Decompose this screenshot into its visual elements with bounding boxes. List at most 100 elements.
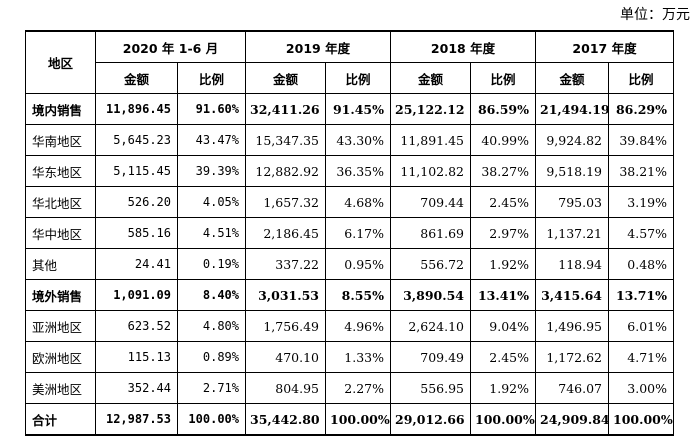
- amount-cell: 32,411.26: [245, 93, 326, 125]
- ratio-cell: 100.00%: [325, 403, 391, 436]
- amount-cell: 804.95: [245, 372, 326, 404]
- ratio-cell: 86.29%: [608, 93, 674, 125]
- amount-cell: 9,518.19: [535, 155, 609, 187]
- amount-cell: 11,102.82: [390, 155, 471, 187]
- amount-cell: 24,909.84: [535, 403, 609, 436]
- ratio-cell: 2.71%: [177, 372, 246, 404]
- table-row: 美洲地区 352.44 2.71% 804.95 2.27% 556.95 1.92% 746…: [25, 372, 674, 404]
- ratio-cell: 4.57%: [608, 217, 674, 249]
- amount-cell: 24.41: [95, 248, 178, 280]
- region-cell: 华中地区: [25, 217, 96, 249]
- header-period: 2019 年度: [245, 30, 391, 63]
- ratio-cell: 1.33%: [325, 341, 391, 373]
- table-row: 其他 24.41 0.19% 337.22 0.95% 556.72 1.92% 118.94…: [25, 248, 674, 280]
- ratio-cell: 100.00%: [470, 403, 536, 436]
- header-amount: 金额: [95, 62, 178, 94]
- ratio-cell: 86.59%: [470, 93, 536, 125]
- sales-by-region-table: 地区 2020 年 1-6 月 2019 年度 2018 年度 2017 年度 …: [25, 30, 674, 436]
- amount-cell: 3,890.54: [390, 279, 471, 311]
- header-ratio: 比例: [470, 62, 536, 94]
- ratio-cell: 39.39%: [177, 155, 246, 187]
- table-row: 合计 12,987.53 100.00% 35,442.80 100.00% 29,012…: [25, 403, 674, 436]
- region-cell: 华东地区: [25, 155, 96, 187]
- ratio-cell: 100.00%: [177, 403, 246, 436]
- amount-cell: 2,186.45: [245, 217, 326, 249]
- amount-cell: 556.95: [390, 372, 471, 404]
- ratio-cell: 40.99%: [470, 124, 536, 156]
- ratio-cell: 2.45%: [470, 341, 536, 373]
- ratio-cell: 4.80%: [177, 310, 246, 342]
- region-cell: 美洲地区: [25, 372, 96, 404]
- ratio-cell: 91.60%: [177, 93, 246, 125]
- amount-cell: 3,415.64: [535, 279, 609, 311]
- ratio-cell: 13.71%: [608, 279, 674, 311]
- amount-cell: 21,494.19: [535, 93, 609, 125]
- amount-cell: 746.07: [535, 372, 609, 404]
- region-cell: 亚洲地区: [25, 310, 96, 342]
- amount-cell: 585.16: [95, 217, 178, 249]
- ratio-cell: 91.45%: [325, 93, 391, 125]
- ratio-cell: 2.97%: [470, 217, 536, 249]
- region-cell: 欧洲地区: [25, 341, 96, 373]
- region-cell: 境内销售: [25, 93, 96, 125]
- amount-cell: 1,137.21: [535, 217, 609, 249]
- ratio-cell: 3.19%: [608, 186, 674, 218]
- header-ratio: 比例: [177, 62, 246, 94]
- table-row: 华北地区 526.20 4.05% 1,657.32 4.68% 709.44 2.45% 7…: [25, 186, 674, 218]
- amount-cell: 709.44: [390, 186, 471, 218]
- amount-cell: 118.94: [535, 248, 609, 280]
- amount-cell: 1,091.09: [95, 279, 178, 311]
- header-region: 地区: [25, 30, 96, 94]
- ratio-cell: 4.96%: [325, 310, 391, 342]
- amount-cell: 29,012.66: [390, 403, 471, 436]
- amount-cell: 2,624.10: [390, 310, 471, 342]
- amount-cell: 35,442.80: [245, 403, 326, 436]
- header-ratio: 比例: [608, 62, 674, 94]
- ratio-cell: 2.45%: [470, 186, 536, 218]
- ratio-cell: 38.21%: [608, 155, 674, 187]
- amount-cell: 11,896.45: [95, 93, 178, 125]
- amount-cell: 1,756.49: [245, 310, 326, 342]
- amount-cell: 795.03: [535, 186, 609, 218]
- ratio-cell: 43.30%: [325, 124, 391, 156]
- ratio-cell: 0.48%: [608, 248, 674, 280]
- header-period: 2018 年度: [390, 30, 536, 63]
- header-row-periods: 地区 2020 年 1-6 月 2019 年度 2018 年度 2017 年度: [25, 30, 674, 94]
- amount-cell: 115.13: [95, 341, 178, 373]
- amount-cell: 470.10: [245, 341, 326, 373]
- table-row: 亚洲地区 623.52 4.80% 1,756.49 4.96% 2,624.10 9.04…: [25, 310, 674, 342]
- header-period: 2020 年 1-6 月: [95, 30, 246, 63]
- amount-cell: 1,172.62: [535, 341, 609, 373]
- table-row: 境外销售 1,091.09 8.40% 3,031.53 8.55% 3,890.54 13…: [25, 279, 674, 311]
- ratio-cell: 9.04%: [470, 310, 536, 342]
- region-cell: 合计: [25, 403, 96, 436]
- ratio-cell: 4.05%: [177, 186, 246, 218]
- ratio-cell: 36.35%: [325, 155, 391, 187]
- ratio-cell: 4.71%: [608, 341, 674, 373]
- amount-cell: 5,645.23: [95, 124, 178, 156]
- header-period: 2017 年度: [535, 30, 674, 63]
- table-row: 欧洲地区 115.13 0.89% 470.10 1.33% 709.49 2.45% 1,1…: [25, 341, 674, 373]
- region-cell: 境外销售: [25, 279, 96, 311]
- ratio-cell: 6.01%: [608, 310, 674, 342]
- ratio-cell: 8.40%: [177, 279, 246, 311]
- ratio-cell: 100.00%: [608, 403, 674, 436]
- header-amount: 金额: [390, 62, 471, 94]
- ratio-cell: 1.92%: [470, 248, 536, 280]
- ratio-cell: 4.68%: [325, 186, 391, 218]
- amount-cell: 15,347.35: [245, 124, 326, 156]
- amount-cell: 11,891.45: [390, 124, 471, 156]
- amount-cell: 1,496.95: [535, 310, 609, 342]
- header-ratio: 比例: [325, 62, 391, 94]
- table-body: 境内销售 11,896.45 91.60% 32,411.26 91.45% 25,122…: [25, 93, 674, 436]
- ratio-cell: 39.84%: [608, 124, 674, 156]
- ratio-cell: 0.95%: [325, 248, 391, 280]
- table-row: 华中地区 585.16 4.51% 2,186.45 6.17% 861.69 2.97% 1…: [25, 217, 674, 249]
- ratio-cell: 3.00%: [608, 372, 674, 404]
- amount-cell: 352.44: [95, 372, 178, 404]
- header-amount: 金额: [535, 62, 609, 94]
- amount-cell: 861.69: [390, 217, 471, 249]
- header-amount: 金额: [245, 62, 326, 94]
- amount-cell: 25,122.12: [390, 93, 471, 125]
- ratio-cell: 0.19%: [177, 248, 246, 280]
